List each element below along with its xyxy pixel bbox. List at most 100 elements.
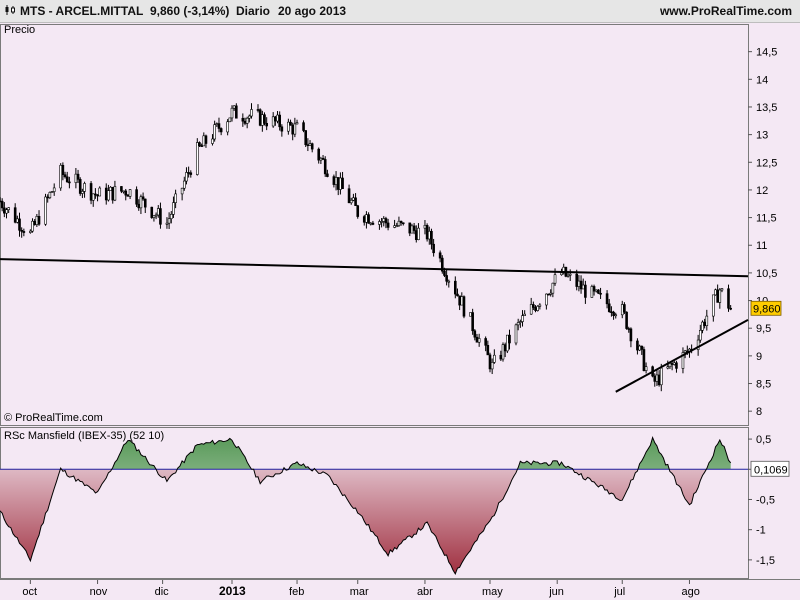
candle-body (232, 105, 236, 109)
candle-body (61, 164, 65, 176)
candle-body (417, 227, 420, 240)
candle-body (341, 177, 344, 189)
candle-body (493, 354, 496, 363)
candle-body (326, 173, 329, 177)
candle-body (317, 148, 321, 161)
candle-body (612, 311, 615, 316)
candle-body (7, 207, 10, 210)
candle-body (339, 177, 342, 190)
candle-body (506, 334, 509, 352)
candle-body (352, 197, 355, 201)
candle-body (159, 208, 162, 225)
candle-body (258, 109, 262, 126)
candle-body (683, 350, 687, 353)
candle-body (454, 280, 457, 295)
candle-body (620, 304, 624, 316)
candle-body (31, 220, 34, 232)
candle-body (701, 321, 704, 331)
x-tick-label: nov (90, 586, 108, 598)
candle-body (696, 339, 700, 350)
candle-body (369, 222, 373, 225)
candle-body (287, 121, 290, 132)
candle-body (46, 196, 49, 199)
candle-body (590, 286, 594, 298)
candle-body (165, 222, 169, 225)
price-y-tick-label: 8,5 (756, 379, 771, 391)
candle-body (670, 363, 674, 365)
candle-body (473, 330, 477, 338)
candle-body (323, 159, 327, 175)
candle-body (386, 222, 390, 228)
copyright-label: © ProRealTime.com (4, 412, 103, 424)
candle-body (78, 179, 82, 194)
candle-body (458, 295, 461, 306)
candle-body (289, 121, 292, 126)
chart-icon[interactable] (4, 4, 18, 19)
candle-body (397, 220, 401, 226)
candle-body (699, 330, 702, 341)
candle-body (659, 367, 663, 386)
candle-body (5, 209, 8, 214)
candle-body (668, 363, 672, 368)
candle-body (471, 312, 474, 332)
candle-body (549, 292, 553, 295)
candle-body (91, 193, 95, 201)
candle-body (594, 289, 598, 292)
candle-body (228, 117, 232, 123)
candle-body (729, 307, 732, 310)
candle-body (336, 177, 340, 190)
candle-body (727, 288, 730, 309)
candle-body (430, 230, 433, 245)
candle-body (185, 172, 188, 182)
candle-body (445, 275, 448, 282)
candle-body (486, 345, 490, 356)
candle-body (378, 221, 381, 225)
candle-body (0, 200, 2, 203)
candle-body (425, 225, 429, 240)
site-link[interactable]: www.ProRealTime.com (659, 4, 792, 18)
price-y-tick-label: 11,5 (756, 213, 777, 225)
candle-body (291, 124, 294, 135)
candle-body (122, 190, 125, 193)
x-tick-label: mar (350, 586, 369, 598)
candle-body (362, 216, 366, 223)
candle-body (410, 225, 414, 234)
candle-body (371, 222, 375, 225)
candle-body (347, 188, 351, 204)
candle-body (48, 192, 52, 198)
price-y-tick-label: 14 (756, 74, 768, 86)
candle-body (213, 124, 216, 140)
header-date: 20 ago 2013 (278, 4, 347, 18)
candle-body (534, 307, 537, 311)
candle-body (581, 284, 585, 290)
candle-body (174, 193, 177, 203)
candle-body (94, 193, 97, 196)
candle-body (614, 314, 618, 317)
rsc-panel-title: RSc Mansfield (IBEX-35) (52 10) (4, 430, 164, 442)
last-price-label: 9,860 (753, 303, 781, 315)
candle-body (120, 186, 123, 192)
candle-body (245, 117, 249, 124)
candle-body (271, 116, 275, 127)
candle-body (367, 214, 370, 224)
candle-body (76, 173, 80, 180)
candle-body (20, 229, 23, 232)
header-bar: MTS - ARCEL.MITTAL 9,860 (-3,14%) Diario… (0, 0, 800, 23)
candle-body (560, 272, 563, 276)
candle-body (243, 120, 247, 124)
candle-body (0, 200, 4, 209)
candle-body (128, 189, 132, 197)
candle-body (217, 123, 221, 129)
candle-body (169, 214, 173, 220)
candle-body (334, 177, 338, 185)
candle-body (250, 109, 253, 117)
candle-body (714, 289, 717, 296)
candle-body (599, 292, 602, 295)
candle-body (514, 324, 518, 344)
rsc-y-tick-label: -1,5 (756, 555, 775, 567)
x-tick-label: abr (417, 586, 433, 598)
candle-body (529, 304, 533, 315)
candle-body (545, 293, 548, 306)
candle-body (718, 289, 722, 303)
candle-body (280, 126, 284, 132)
